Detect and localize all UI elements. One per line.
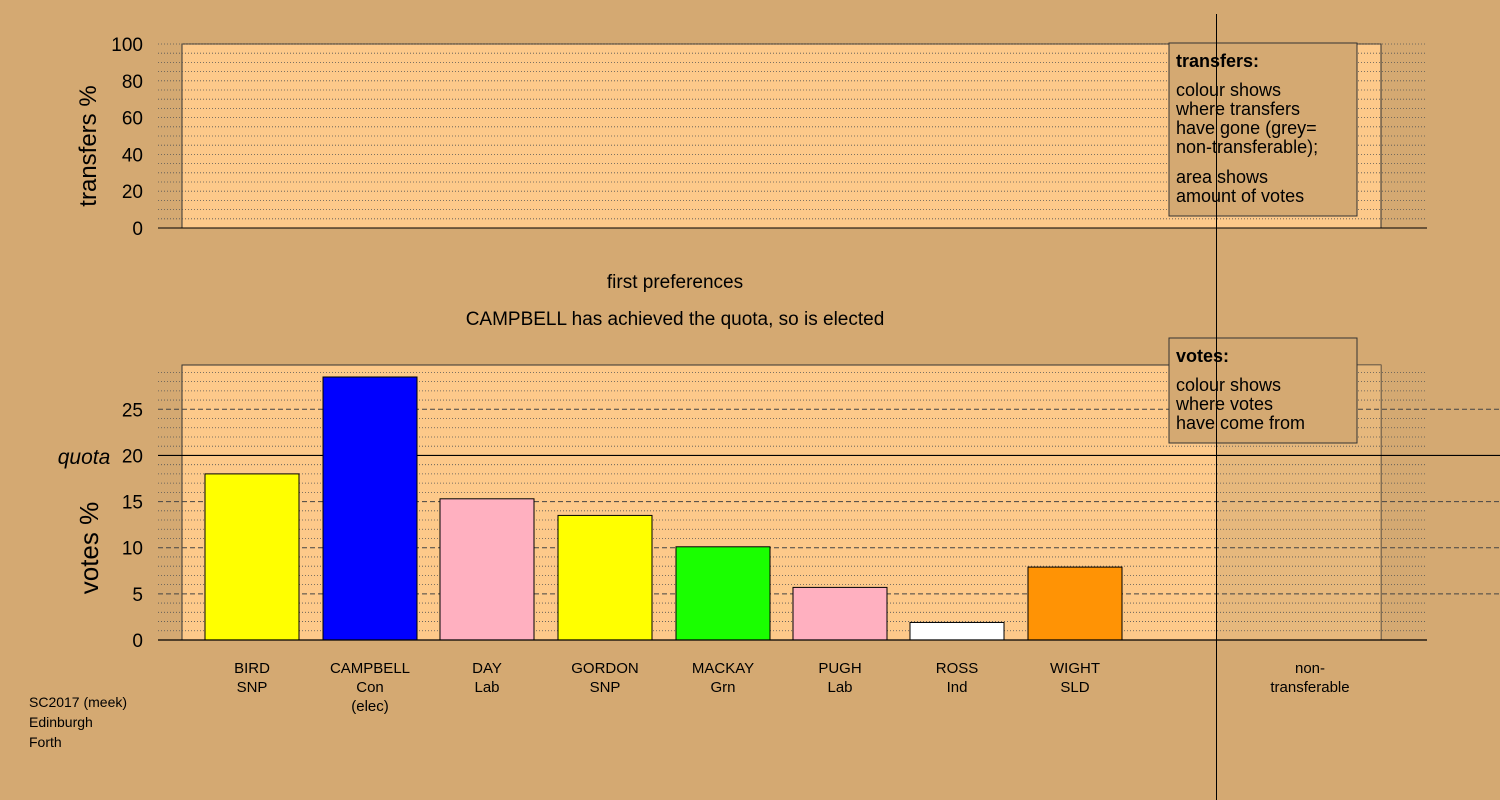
candidate-bar (1027, 566, 1123, 641)
transfers-y-tick-label: 80 (122, 72, 143, 93)
candidate-party-label: Ind (947, 679, 968, 696)
transfers-legend-title: transfers: (1176, 51, 1259, 71)
votes-legend: votes: colour shows where votes have com… (1168, 337, 1358, 444)
candidate-bar (204, 473, 300, 641)
nontransferable-label: non- (1295, 660, 1325, 677)
footer-line: Forth (29, 734, 62, 750)
votes-y-tick-label: 0 (132, 631, 143, 652)
candidate-bar (322, 376, 418, 641)
candidate-party-label: Lab (827, 679, 852, 696)
candidate-name-label: PUGH (818, 660, 861, 677)
votes-legend-line: have come from (1176, 413, 1305, 433)
candidate-name-label: CAMPBELL (330, 660, 410, 677)
transfers-legend-line: non-transferable); (1176, 137, 1318, 157)
candidate-name-label: ROSS (936, 660, 979, 677)
candidate-name-label: GORDON (571, 660, 639, 677)
transfers-legend-line: colour shows (1176, 80, 1281, 100)
candidate-name-label: WIGHT (1050, 660, 1100, 677)
votes-y-tick-label: 5 (132, 585, 143, 606)
footer-line: SC2017 (meek) (29, 694, 127, 710)
transfers-legend-line: amount of votes (1176, 186, 1304, 206)
candidate-party-label: SNP (237, 679, 268, 696)
transfers-y-tick-label: 40 (122, 145, 143, 166)
candidate-party-label: Con (356, 679, 384, 696)
votes-y-axis-label: votes % (74, 502, 104, 595)
votes-legend-title: votes: (1176, 346, 1229, 366)
transfers-legend-line: have gone (grey= (1176, 118, 1317, 138)
candidate-name-label: MACKAY (692, 660, 754, 677)
candidate-party-label: SLD (1060, 679, 1089, 696)
quota-label: quota (58, 446, 111, 469)
votes-y-tick-label: 25 (122, 400, 143, 421)
nontransferable-label: transferable (1270, 679, 1349, 696)
chart-title: first preferences (607, 272, 743, 293)
transfers-y-axis-label: transfers % (75, 85, 102, 206)
candidate-party-label: Lab (474, 679, 499, 696)
candidate-bar (557, 514, 653, 641)
votes-y-tick-label: 10 (122, 539, 143, 560)
transfers-legend-line: where transfers (1175, 99, 1300, 119)
candidate-bar (439, 498, 535, 641)
votes-legend-line: colour shows (1176, 375, 1281, 395)
candidate-name-label: BIRD (234, 660, 270, 677)
chart-subtitle: CAMPBELL has achieved the quota, so is e… (466, 309, 885, 330)
votes-legend-line: where votes (1175, 394, 1273, 414)
candidate-party-label: Grn (710, 679, 735, 696)
transfers-y-tick-label: 20 (122, 182, 143, 203)
votes-y-tick-label: 15 (122, 493, 143, 514)
candidate-bar (909, 621, 1005, 641)
transfers-legend-line: area shows (1176, 167, 1268, 187)
candidate-bar (792, 586, 888, 641)
candidate-bar (675, 546, 771, 641)
candidate-status-label: (elec) (351, 698, 389, 715)
votes-y-tick-label: 20 (122, 446, 143, 467)
transfers-y-tick-label: 100 (111, 35, 143, 56)
candidate-name-label: DAY (472, 660, 502, 677)
transfers-y-tick-label: 0 (132, 219, 143, 240)
transfers-legend: transfers: colour shows where transfers … (1168, 42, 1358, 217)
footer-line: Edinburgh (29, 714, 93, 730)
transfers-y-tick-label: 60 (122, 109, 143, 130)
candidate-party-label: SNP (590, 679, 621, 696)
